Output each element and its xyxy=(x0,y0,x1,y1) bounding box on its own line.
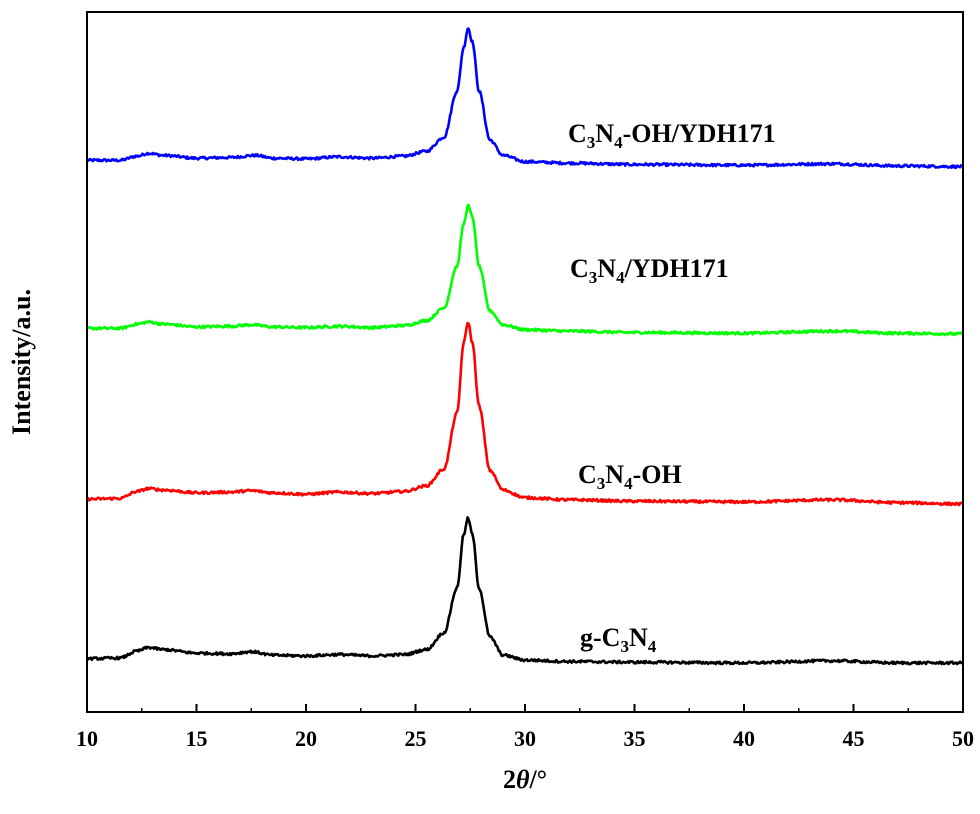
label-text: C xyxy=(578,460,597,489)
label-text: /YDH171 xyxy=(624,254,729,283)
series-line xyxy=(86,321,964,507)
label-text: -OH/YDH171 xyxy=(623,119,776,148)
x-tick-label: 20 xyxy=(295,726,317,751)
label-text: -OH xyxy=(633,460,682,489)
x-axis-title: 2θ/° xyxy=(503,765,547,794)
x-tick-label: 10 xyxy=(76,726,98,751)
series-label: C3N4-OH xyxy=(578,460,682,493)
label-subscript: 4 xyxy=(624,474,633,493)
label-text: g-C xyxy=(580,623,620,652)
x-tick-label: 50 xyxy=(952,726,974,751)
x-tick-label: 40 xyxy=(733,726,755,751)
x-tick-label: 45 xyxy=(843,726,865,751)
label-subscript: 4 xyxy=(614,133,623,152)
x-axis-title-suffix: /° xyxy=(528,765,547,794)
label-subscript: 4 xyxy=(648,637,657,656)
series-line xyxy=(86,516,964,666)
x-tick-label: 35 xyxy=(624,726,646,751)
series-line xyxy=(86,27,964,170)
y-axis-title: Intensity/a.u. xyxy=(7,289,36,435)
label-text: C xyxy=(570,254,589,283)
plot-frame xyxy=(86,11,964,713)
x-tick-label: 15 xyxy=(186,726,208,751)
x-axis-title-prefix: 2 xyxy=(503,765,516,794)
label-text: N xyxy=(605,460,624,489)
label-subscript: 3 xyxy=(587,133,596,152)
label-subscript: 3 xyxy=(589,268,598,287)
x-tick-label: 30 xyxy=(514,726,536,751)
series-label: C3N4-OH/YDH171 xyxy=(568,119,776,152)
label-text: N xyxy=(629,623,648,652)
label-text: N xyxy=(595,119,614,148)
x-axis-title-variable: θ xyxy=(516,765,530,794)
label-text: C xyxy=(568,119,587,148)
series-label: g-C3N4 xyxy=(580,623,657,656)
series-label: C3N4/YDH171 xyxy=(570,254,729,287)
curves-layer xyxy=(86,27,964,666)
label-subscript: 4 xyxy=(616,268,625,287)
series-line xyxy=(86,203,964,337)
label-text: N xyxy=(597,254,616,283)
x-axis-ticks: 10 15 20 25 30 35 40 45 50 xyxy=(76,704,974,751)
label-subscript: 3 xyxy=(597,474,606,493)
x-tick-label: 25 xyxy=(405,726,427,751)
label-subscript: 3 xyxy=(620,637,629,656)
